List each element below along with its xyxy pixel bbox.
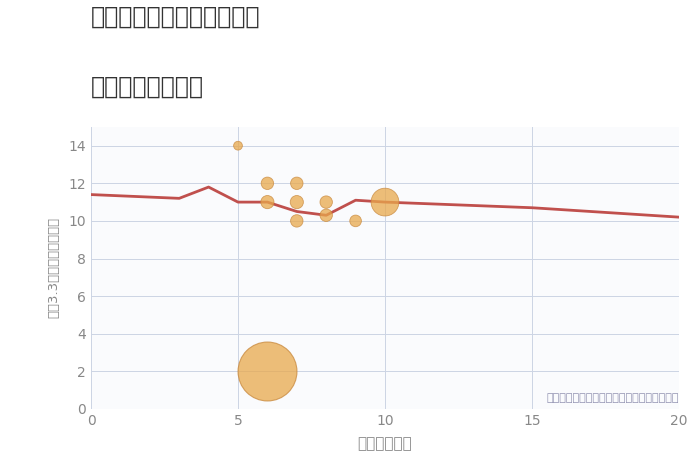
Point xyxy=(262,368,273,375)
Point xyxy=(262,198,273,206)
Point xyxy=(232,142,244,149)
Point xyxy=(262,180,273,187)
Point xyxy=(291,180,302,187)
Point xyxy=(321,212,332,219)
Text: 円の大きさは、取引のあった物件面積を示す: 円の大きさは、取引のあった物件面積を示す xyxy=(547,393,679,403)
Text: 駅距離別土地価格: 駅距離別土地価格 xyxy=(91,75,204,99)
Point xyxy=(350,217,361,225)
Point xyxy=(291,217,302,225)
Text: 三重県伊賀市上野田端町の: 三重県伊賀市上野田端町の xyxy=(91,5,260,29)
Point xyxy=(379,198,391,206)
Point xyxy=(321,198,332,206)
Y-axis label: 坪（3.3㎡）単価（万円）: 坪（3.3㎡）単価（万円） xyxy=(47,217,60,319)
Point xyxy=(291,198,302,206)
X-axis label: 駅距離（分）: 駅距離（分） xyxy=(358,436,412,451)
